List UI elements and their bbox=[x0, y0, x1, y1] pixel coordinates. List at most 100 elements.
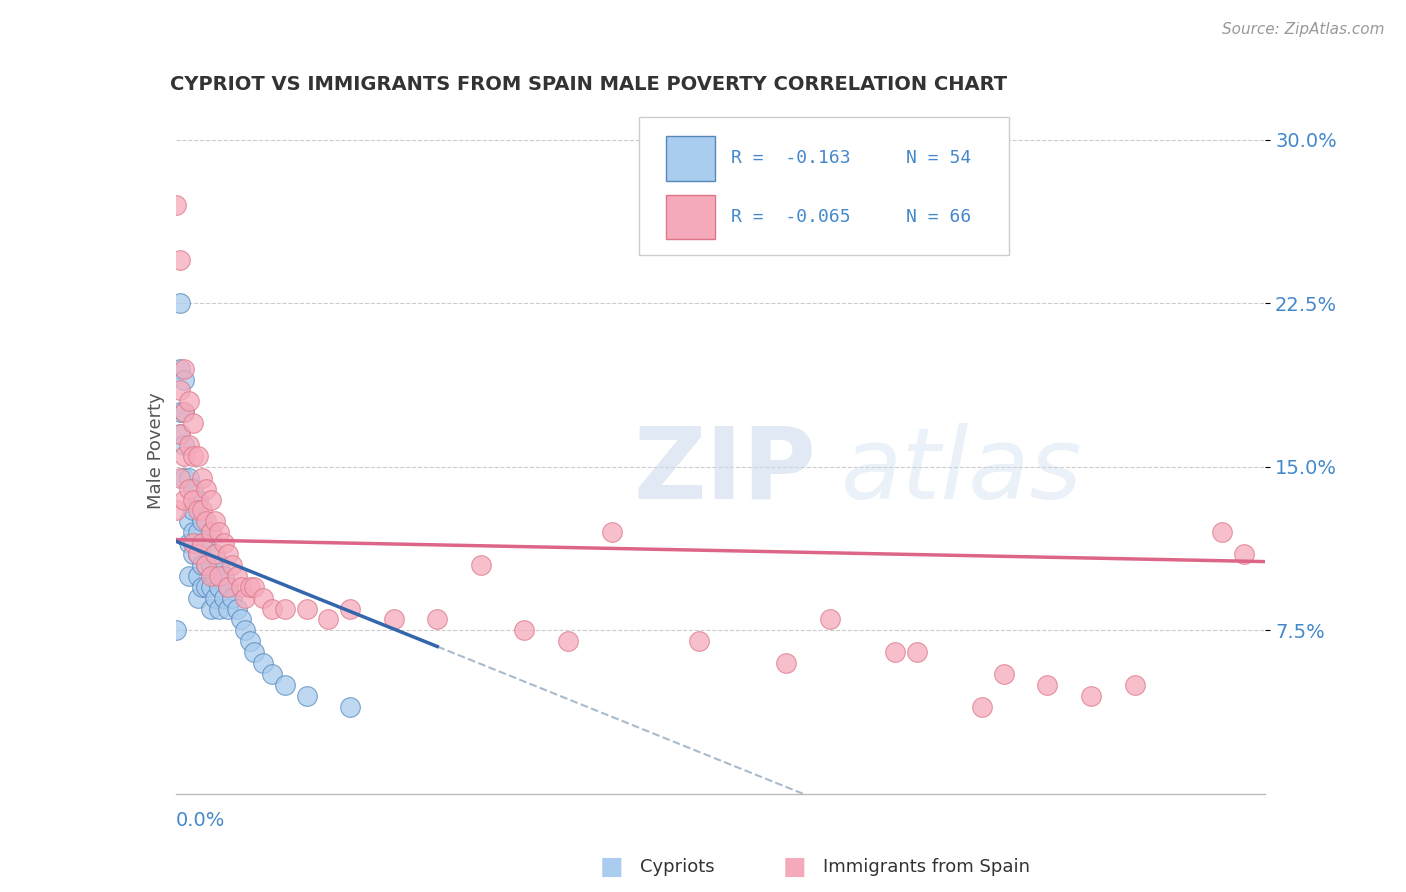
Point bbox=[1036, 678, 1059, 692]
Point bbox=[173, 405, 195, 419]
Point bbox=[173, 492, 195, 507]
Point bbox=[181, 492, 204, 507]
Point bbox=[1123, 678, 1146, 692]
Text: ■: ■ bbox=[600, 855, 623, 879]
Point bbox=[200, 525, 222, 540]
Text: N = 66: N = 66 bbox=[905, 208, 972, 226]
Point bbox=[204, 547, 226, 561]
Point bbox=[177, 471, 200, 485]
Point bbox=[557, 634, 579, 648]
Point bbox=[426, 612, 449, 626]
Point bbox=[169, 384, 191, 398]
Point bbox=[181, 525, 204, 540]
Point bbox=[181, 482, 204, 496]
Point bbox=[1211, 525, 1233, 540]
Point bbox=[274, 678, 297, 692]
Point bbox=[905, 645, 928, 659]
Point bbox=[260, 601, 283, 615]
Point bbox=[243, 580, 266, 594]
Point bbox=[186, 492, 209, 507]
Point bbox=[208, 580, 231, 594]
Text: ■: ■ bbox=[783, 855, 806, 879]
Point bbox=[818, 612, 841, 626]
Point bbox=[212, 569, 235, 583]
Point bbox=[252, 591, 274, 605]
Point bbox=[470, 558, 492, 572]
Point bbox=[191, 503, 214, 517]
Point bbox=[165, 624, 187, 638]
Point bbox=[165, 503, 187, 517]
Point bbox=[186, 503, 209, 517]
Point bbox=[181, 449, 204, 463]
Point bbox=[600, 525, 623, 540]
Point bbox=[208, 558, 231, 572]
Point bbox=[225, 601, 247, 615]
Point bbox=[513, 624, 536, 638]
Point bbox=[169, 405, 191, 419]
Point bbox=[295, 601, 318, 615]
Point bbox=[200, 580, 222, 594]
Point bbox=[169, 427, 191, 442]
Point bbox=[177, 438, 200, 452]
Point bbox=[200, 492, 222, 507]
Point bbox=[1232, 547, 1256, 561]
Point bbox=[382, 612, 405, 626]
Point bbox=[208, 525, 231, 540]
Text: 0.0%: 0.0% bbox=[176, 811, 225, 830]
Point bbox=[186, 569, 209, 583]
Point bbox=[200, 569, 222, 583]
Point bbox=[200, 525, 222, 540]
Point bbox=[169, 427, 191, 442]
Point bbox=[181, 503, 204, 517]
Point bbox=[195, 558, 218, 572]
Point bbox=[221, 558, 243, 572]
Point bbox=[195, 558, 218, 572]
Point bbox=[217, 601, 239, 615]
Point bbox=[165, 198, 187, 212]
Point bbox=[177, 536, 200, 550]
Point bbox=[204, 514, 226, 528]
Point bbox=[318, 612, 340, 626]
Text: Cypriots: Cypriots bbox=[640, 858, 714, 876]
Point bbox=[186, 449, 209, 463]
Point bbox=[177, 569, 200, 583]
Point bbox=[217, 547, 239, 561]
Bar bbox=[666, 194, 716, 239]
Point bbox=[181, 536, 204, 550]
Point bbox=[195, 580, 218, 594]
Point bbox=[181, 547, 204, 561]
Point bbox=[884, 645, 907, 659]
Point bbox=[239, 634, 262, 648]
Point bbox=[195, 514, 218, 528]
Point bbox=[181, 416, 204, 430]
Point bbox=[191, 580, 214, 594]
Point bbox=[274, 601, 297, 615]
Bar bbox=[666, 136, 716, 180]
Point bbox=[295, 689, 318, 703]
Point bbox=[169, 361, 191, 376]
Text: CYPRIOT VS IMMIGRANTS FROM SPAIN MALE POVERTY CORRELATION CHART: CYPRIOT VS IMMIGRANTS FROM SPAIN MALE PO… bbox=[170, 75, 1008, 95]
FancyBboxPatch shape bbox=[638, 118, 1010, 255]
Point bbox=[177, 482, 200, 496]
Point bbox=[970, 699, 993, 714]
Point bbox=[221, 591, 243, 605]
Text: R =  -0.065: R = -0.065 bbox=[731, 208, 851, 226]
Point bbox=[177, 514, 200, 528]
Point bbox=[775, 656, 797, 670]
Point bbox=[217, 580, 239, 594]
Point bbox=[204, 569, 226, 583]
Point bbox=[195, 536, 218, 550]
Text: N = 54: N = 54 bbox=[905, 149, 972, 167]
Point bbox=[169, 296, 191, 310]
Point bbox=[217, 580, 239, 594]
Point bbox=[239, 580, 262, 594]
Point bbox=[993, 667, 1015, 681]
Point bbox=[1080, 689, 1102, 703]
Point bbox=[169, 471, 191, 485]
Text: Immigrants from Spain: Immigrants from Spain bbox=[823, 858, 1029, 876]
Text: Source: ZipAtlas.com: Source: ZipAtlas.com bbox=[1222, 22, 1385, 37]
Point bbox=[688, 634, 710, 648]
Point bbox=[204, 591, 226, 605]
Point bbox=[200, 558, 222, 572]
Point bbox=[177, 394, 200, 409]
